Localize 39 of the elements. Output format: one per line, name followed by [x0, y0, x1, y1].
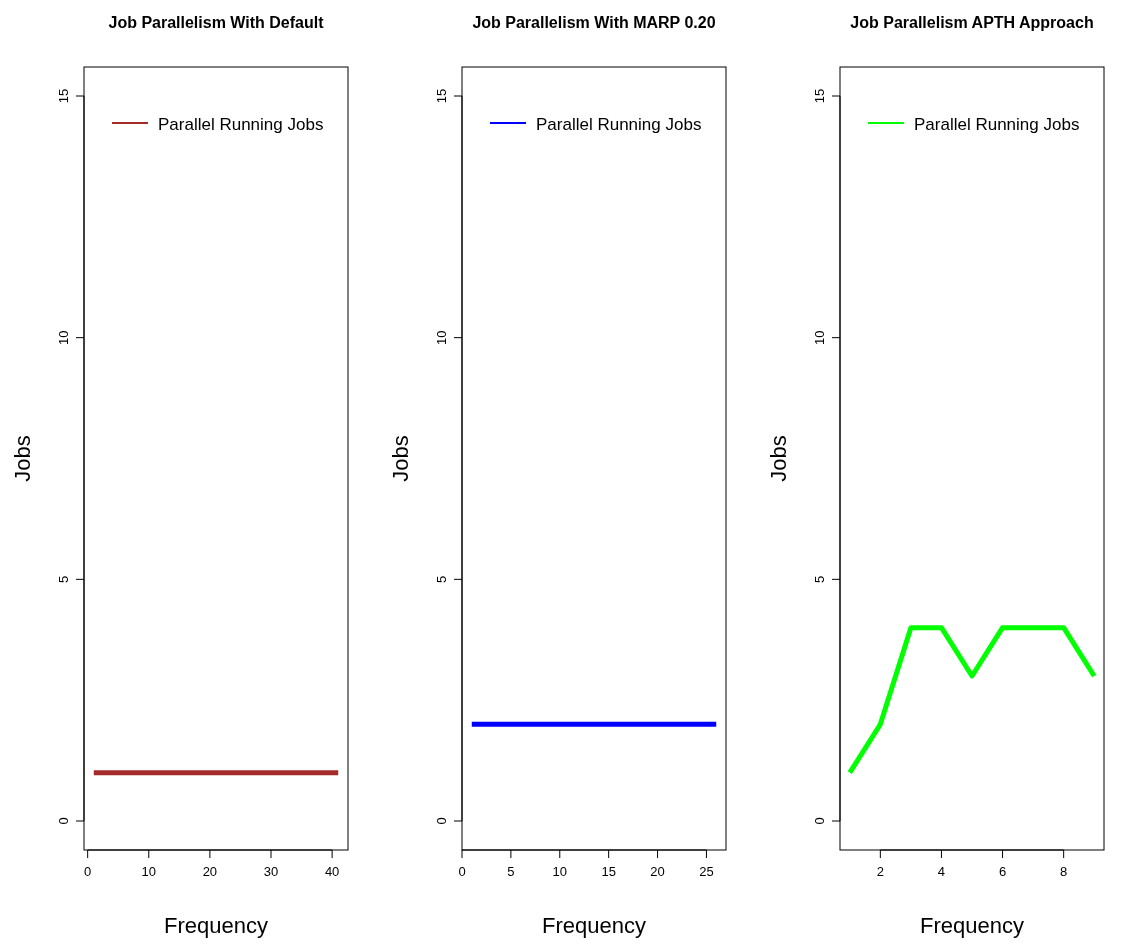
x-tick-label: 0 — [84, 864, 92, 879]
y-tick-label: 10 — [812, 330, 827, 345]
chart-title: Job Parallelism With Default — [108, 14, 325, 31]
x-tick-label: 5 — [507, 864, 515, 879]
x-tick-label: 2 — [876, 864, 884, 879]
y-tick-label: 10 — [434, 330, 449, 345]
y-tick-label: 0 — [812, 817, 827, 825]
legend-label: Parallel Running Jobs — [158, 115, 324, 134]
y-tick-label: 10 — [56, 330, 71, 345]
y-tick-label: 0 — [56, 817, 71, 825]
x-axis-title: Frequency — [164, 913, 268, 938]
x-tick-label: 15 — [601, 864, 616, 879]
y-tick-label: 15 — [56, 88, 71, 104]
x-tick-label: 6 — [998, 864, 1007, 879]
y-tick-label: 15 — [812, 88, 827, 104]
y-tick-label: 15 — [434, 88, 449, 104]
y-axis-title: Jobs — [10, 435, 35, 482]
chart-title: Job Parallelism APTH Approach — [850, 14, 1094, 31]
x-axis-title: Frequency — [920, 913, 1024, 938]
x-tick-label: 0 — [458, 864, 466, 879]
x-tick-label: 25 — [699, 864, 714, 879]
y-tick-label: 5 — [812, 575, 827, 583]
x-tick-label: 8 — [1060, 864, 1068, 879]
x-tick-label: 10 — [552, 864, 568, 879]
x-tick-label: 20 — [202, 864, 218, 879]
y-tick-label: 5 — [56, 575, 71, 583]
legend-label: Parallel Running Jobs — [914, 115, 1080, 134]
x-tick-label: 10 — [141, 864, 157, 879]
y-axis-title: Jobs — [766, 435, 791, 482]
x-tick-label: 20 — [650, 864, 665, 879]
x-tick-label: 40 — [324, 864, 340, 879]
y-axis-title: Jobs — [388, 435, 413, 482]
chart-title: Job Parallelism With MARP 0.20 — [472, 14, 716, 31]
x-axis-title: Frequency — [542, 913, 646, 938]
x-tick-label: 4 — [937, 864, 946, 879]
y-tick-label: 5 — [434, 575, 449, 583]
legend-label: Parallel Running Jobs — [536, 115, 702, 134]
x-tick-label: 30 — [263, 864, 279, 879]
y-tick-label: 0 — [434, 817, 449, 825]
